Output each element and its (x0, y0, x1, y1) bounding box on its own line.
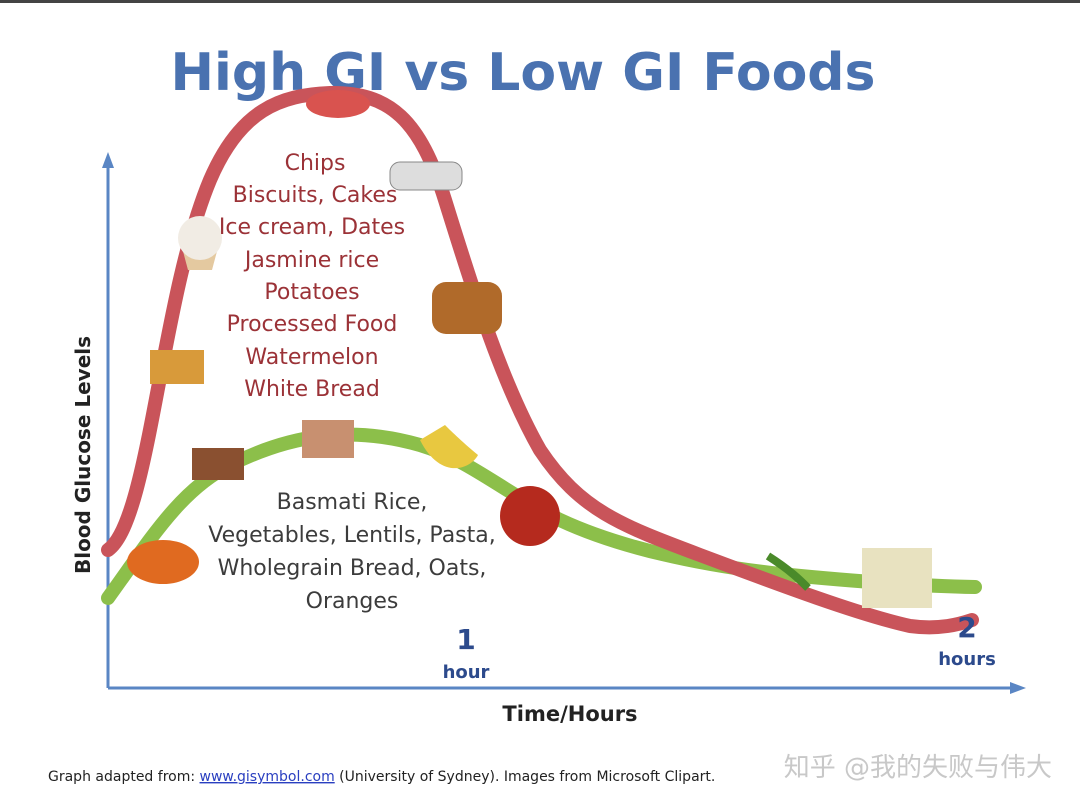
icecream-top (178, 216, 222, 260)
high-gi-item: Biscuits, Cakes (233, 183, 398, 208)
high-gi-item: White Bread (244, 377, 380, 402)
top-border (0, 0, 1080, 3)
footer-link[interactable]: www.gisymbol.com (200, 769, 335, 785)
x-axis-label: Time/Hours (502, 702, 637, 726)
high-gi-item: Ice cream, Dates (219, 215, 405, 240)
bean-icon (765, 552, 811, 591)
watermark: 知乎 @我的失败与伟大 (784, 753, 1052, 783)
low-gi-item: Vegetables, Lentils, Pasta, (208, 523, 496, 548)
time-marker-number: 1 (456, 623, 475, 656)
banana-icon (420, 425, 478, 469)
time-marker-number: 2 (957, 611, 976, 644)
footer-prefix: Graph adapted from: (48, 769, 200, 785)
watermelon-icon (306, 90, 370, 118)
footer-suffix: (University of Sydney). Images from Micr… (335, 769, 716, 785)
low-gi-item: Basmati Rice, (277, 490, 428, 515)
bread-icon (432, 282, 502, 334)
time-marker-unit: hour (443, 662, 490, 683)
high-gi-item: Watermelon (245, 345, 378, 370)
low-gi-item: Wholegrain Bread, Oats, (218, 556, 487, 581)
oats-icon (862, 548, 932, 608)
high-gi-item: Jasmine rice (243, 248, 379, 273)
y-arrow (102, 152, 114, 168)
low-gi-item: Oranges (306, 589, 399, 614)
y-axis-label: Blood Glucose Levels (71, 336, 95, 574)
vegetables-icon (192, 448, 244, 480)
x-arrow (1010, 682, 1026, 694)
pumpkin-icon (127, 540, 199, 584)
sushi-icon (389, 161, 463, 191)
high-gi-item: Potatoes (264, 280, 359, 305)
footer: Graph adapted from: www.gisymbol.com (Un… (48, 769, 715, 785)
time-marker-unit: hours (938, 649, 996, 670)
chips-icon (150, 350, 204, 384)
apple-icon (500, 486, 560, 546)
title: High GI vs Low GI Foods (171, 43, 876, 103)
high-gi-item: Processed Food (227, 312, 398, 337)
almonds-icon (302, 420, 354, 458)
high-gi-item: Chips (285, 151, 346, 176)
